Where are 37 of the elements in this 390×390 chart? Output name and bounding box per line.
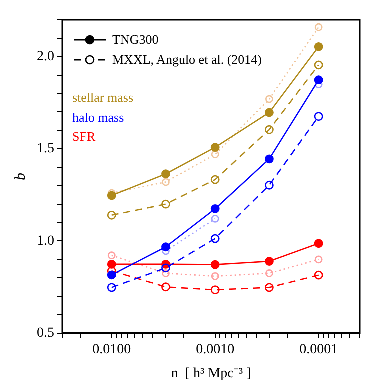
y-tick-label: 2.0 [37, 50, 54, 65]
point [314, 60, 324, 70]
y-tick-label: 1.5 [37, 142, 54, 157]
point [107, 270, 116, 280]
point [314, 76, 324, 85]
text: stellar mass [72, 89, 135, 108]
point [314, 42, 324, 52]
point [211, 150, 220, 159]
point [107, 210, 116, 220]
point [210, 286, 220, 295]
y-tick-label: 1.0 [37, 234, 54, 249]
annotation: TNG300 [112, 31, 159, 49]
x-axis-title: n [ h³ Mpc⁻³ ] [171, 366, 252, 382]
point [210, 143, 220, 152]
text: halo mass [72, 108, 126, 127]
point [210, 234, 220, 244]
text: SFR [72, 128, 97, 146]
annotation: MXXL, Angulo et al. (2014) [112, 51, 262, 70]
x-tick-label: 0.0001 [300, 342, 338, 358]
point [314, 256, 323, 264]
y-axis-title: b [12, 172, 29, 180]
point [211, 272, 220, 280]
x-tick-label: 0.0100 [92, 342, 132, 358]
point [211, 214, 220, 223]
point [210, 175, 220, 184]
point [314, 112, 324, 122]
point [314, 23, 323, 32]
point [107, 260, 116, 269]
point [107, 283, 116, 292]
point [210, 260, 220, 270]
point [108, 252, 116, 260]
y-tick-label: 0.5 [37, 326, 54, 342]
point [107, 191, 116, 200]
point [314, 239, 324, 248]
x-tick-label: 0.0010 [196, 342, 235, 358]
point [210, 204, 220, 214]
point [314, 270, 324, 280]
